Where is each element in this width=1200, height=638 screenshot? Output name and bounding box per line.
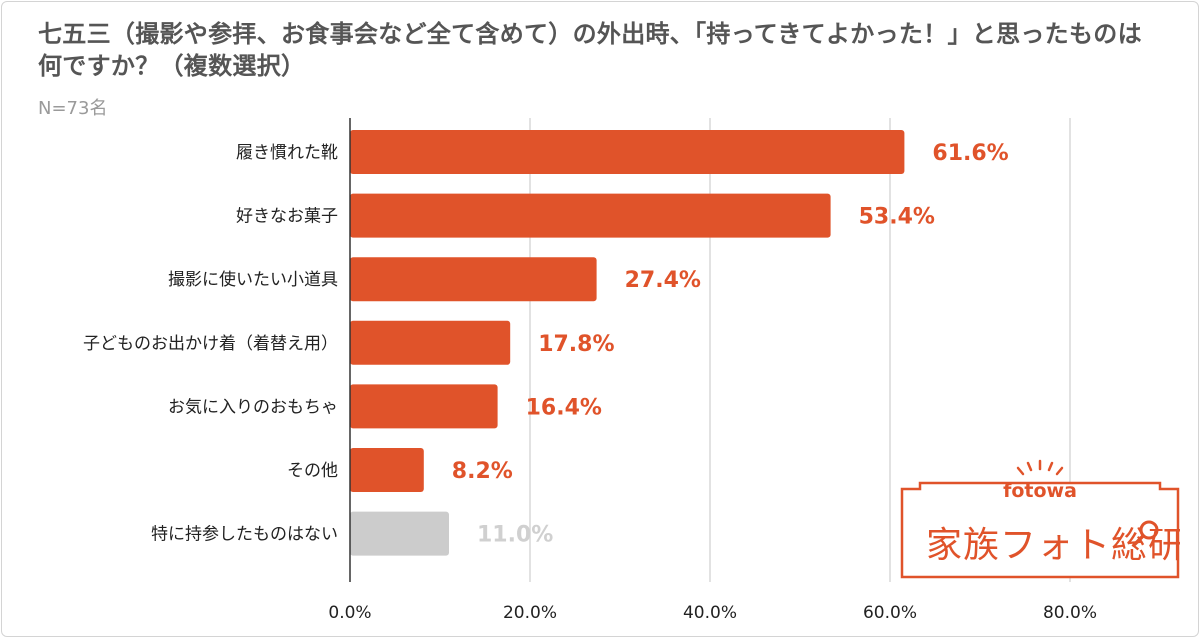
chart-title-line-1: 七五三（撮影や参拝、お食事会など全て含めて）の外出時、「持ってきてよかった！」と… — [38, 20, 1142, 48]
sample-size: N=73名 — [38, 98, 108, 119]
x-tick-label: 0.0% — [328, 603, 371, 623]
bar — [350, 384, 498, 429]
x-tick-label: 20.0% — [503, 603, 557, 623]
fotowa-logo: fotowa 家族フォト総研 — [900, 459, 1180, 579]
value-label: 16.4% — [526, 395, 602, 420]
category-label: 子どものお出かけ着（着替え用） — [83, 334, 338, 354]
sun-rays-icon — [1016, 459, 1064, 476]
x-tick-label: 40.0% — [683, 603, 737, 623]
value-label: 27.4% — [625, 268, 701, 293]
chart-title-line-2: 何ですか？（複数選択） — [38, 52, 306, 80]
x-tick-label: 80.0% — [1043, 603, 1097, 623]
category-label: 撮影に使いたい小道具 — [168, 269, 338, 290]
category-label: 履き慣れた靴 — [236, 143, 338, 163]
chart-title: 七五三（撮影や参拝、お食事会など全て含めて）の外出時、「持ってきてよかった！」と… — [38, 18, 1178, 82]
bar — [350, 448, 424, 492]
category-label: 好きなお菓子 — [236, 207, 338, 227]
logo-name: 家族フォト総研 — [926, 525, 1180, 566]
category-label: お気に入りのおもちゃ — [168, 397, 338, 417]
value-label: 53.4% — [859, 205, 935, 230]
bar — [350, 511, 449, 556]
logo-brand: fotowa — [1003, 480, 1077, 502]
value-label: 11.0% — [477, 523, 553, 548]
x-tick-label: 60.0% — [863, 603, 917, 623]
magnifier-icon — [1132, 520, 1159, 547]
bar — [350, 130, 905, 174]
bar — [350, 320, 511, 365]
category-label: 特に持参したものはない — [151, 525, 338, 545]
value-label: 8.2% — [452, 459, 513, 484]
category-label: その他 — [287, 461, 338, 481]
value-label: 17.8% — [538, 332, 614, 357]
bar — [350, 193, 831, 238]
value-label: 61.6% — [932, 141, 1008, 166]
bar — [350, 257, 597, 302]
